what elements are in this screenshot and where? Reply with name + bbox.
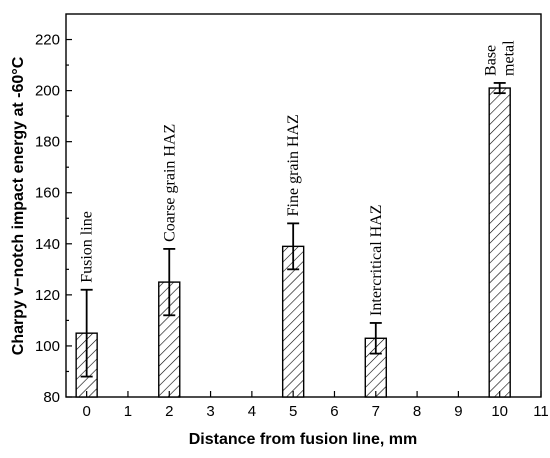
x-tick-label: 1 (124, 403, 132, 420)
bar-annotation: Coarse grain HAZ (161, 124, 178, 242)
x-tick-label: 11 (533, 403, 549, 420)
x-tick-label: 6 (330, 403, 338, 420)
bar-annotation: Fine grain HAZ (285, 114, 302, 216)
ticks-group: 80 100 120 140 160 180 200 220 0 1 2 3 4 5 6 7 8 9 10 11 (35, 32, 549, 420)
bar (488, 87, 511, 398)
bar-annotation: metal (501, 40, 518, 76)
x-tick-label: 4 (248, 403, 256, 420)
bar-annotation: Fusion line (79, 211, 96, 283)
y-tick-label: 200 (35, 83, 60, 100)
x-tick-label: 10 (491, 403, 508, 420)
y-tick-label: 220 (35, 32, 60, 49)
y-tick-label: 160 (35, 185, 60, 202)
y-tick-label: 100 (35, 338, 60, 355)
y-axis-title: Charpy v−notch impact energy at -60°C (10, 56, 27, 355)
y-tick-label: 140 (35, 236, 60, 253)
x-tick-label: 5 (289, 403, 297, 420)
y-tick-label: 120 (35, 287, 60, 304)
x-tick-label: 7 (372, 403, 380, 420)
y-tick-label: 180 (35, 134, 60, 151)
x-tick-label: 3 (206, 403, 214, 420)
x-tick-label: 8 (413, 403, 421, 420)
x-tick-label: 0 (82, 403, 90, 420)
bar-annotation: Intercritical HAZ (368, 204, 385, 316)
y-tick-label: 80 (43, 389, 60, 406)
bars-group (75, 82, 511, 398)
x-tick-label: 9 (454, 403, 462, 420)
x-tick-label: 2 (165, 403, 173, 420)
x-axis-title: Distance from fusion line, mm (189, 431, 417, 448)
annotations-group: Fusion line Coarse grain HAZ Fine grain HA… (79, 40, 518, 316)
bar-annotation: Base (483, 45, 500, 76)
